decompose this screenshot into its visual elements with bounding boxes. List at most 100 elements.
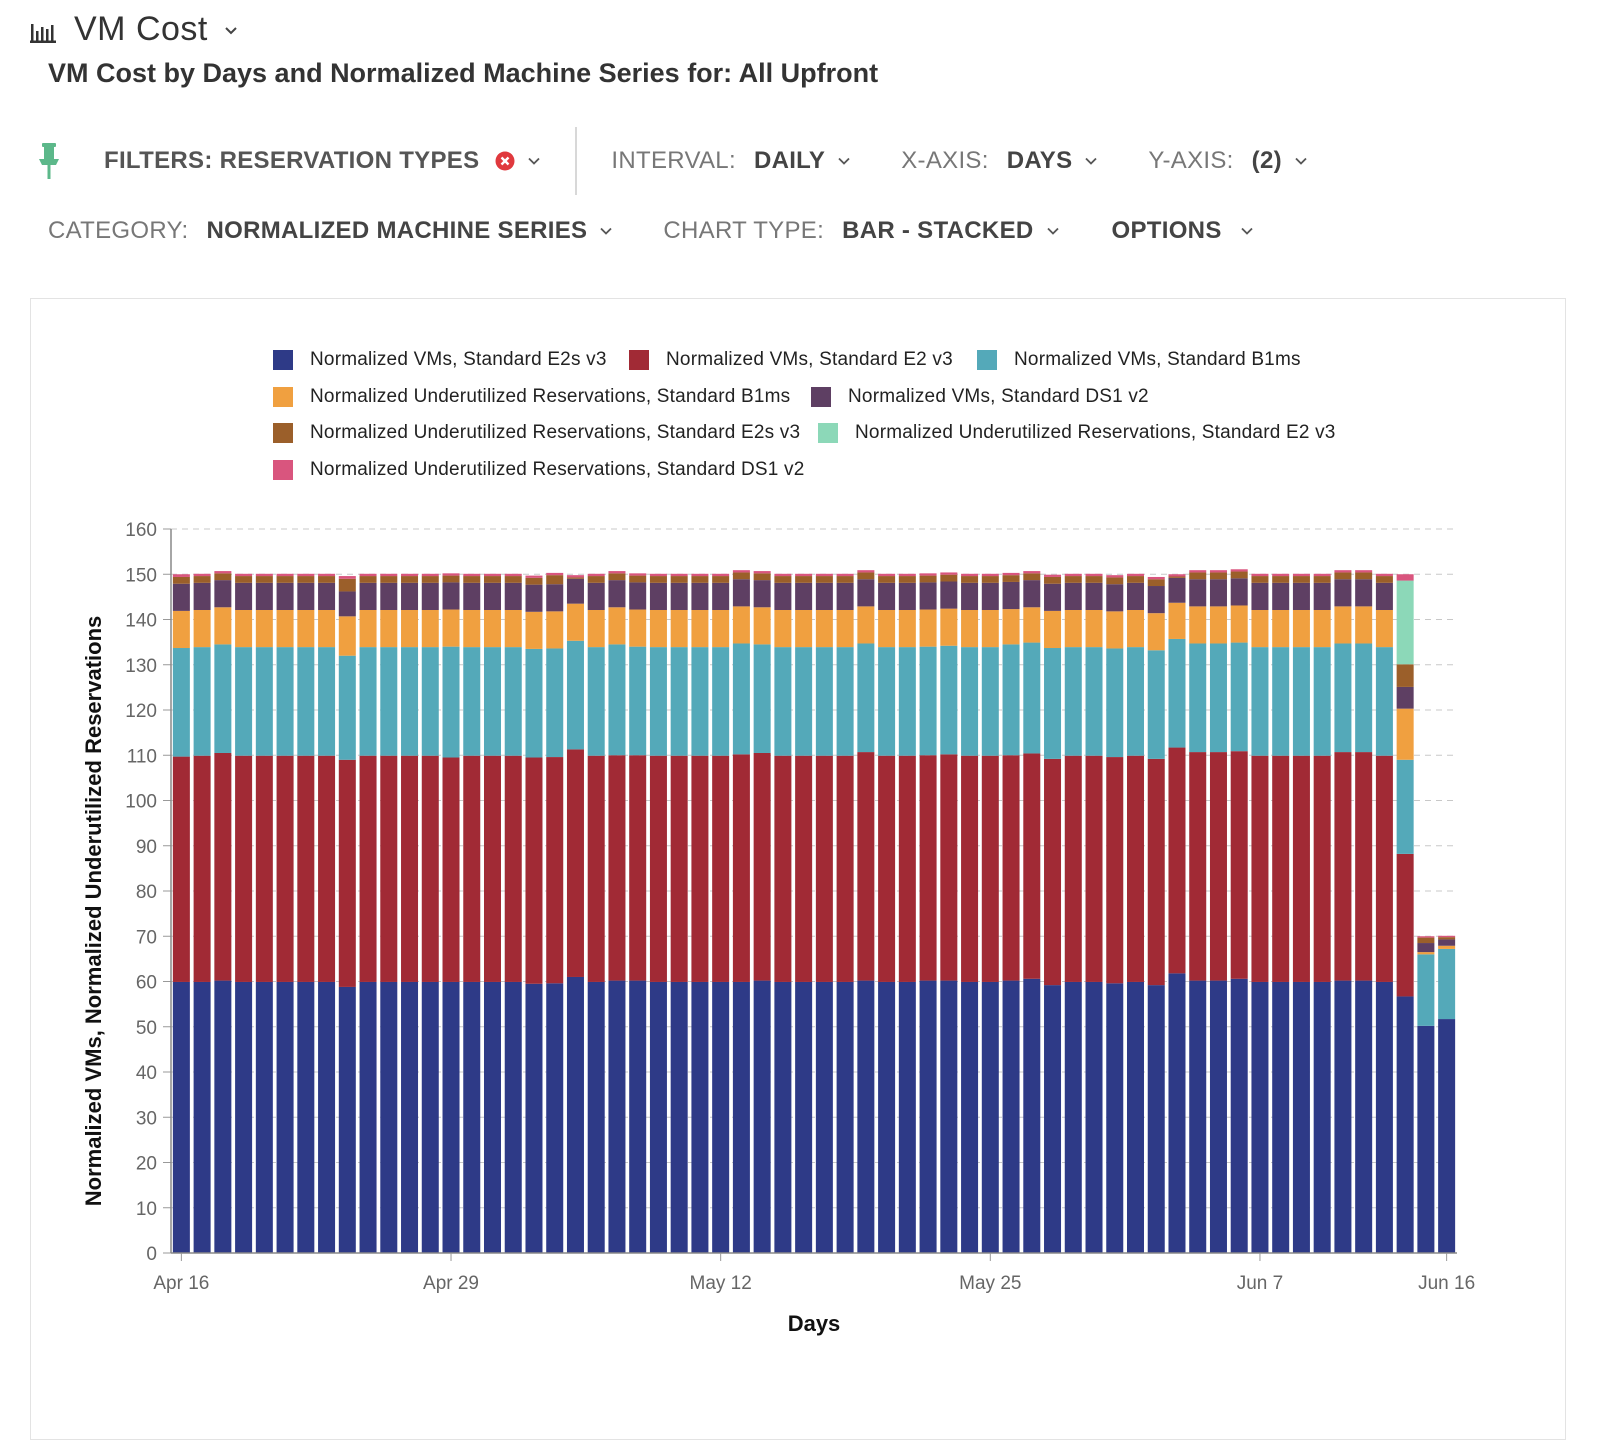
bar-segment	[753, 573, 771, 581]
bar-segment	[1209, 980, 1227, 1253]
pin-icon[interactable]	[34, 141, 64, 181]
bar-segment	[629, 755, 647, 981]
bar-segment	[1002, 581, 1020, 610]
bar-segment	[1334, 980, 1352, 1253]
bar-segment	[940, 572, 958, 575]
bar-segment	[670, 582, 688, 610]
bar-segment	[297, 755, 315, 982]
legend-item[interactable]: Normalized VMs, Standard DS1 v2	[811, 386, 1149, 408]
bar-segment	[1002, 575, 1020, 582]
bar-segment	[1292, 981, 1310, 1253]
interval-dropdown[interactable]: INTERVAL: DAILY	[611, 147, 851, 175]
bar-segment	[421, 609, 439, 648]
bar-segment	[1313, 981, 1331, 1253]
x-tick-label: Jun 7	[1237, 1273, 1283, 1294]
bar-segment	[235, 576, 253, 583]
bar-segment	[981, 576, 999, 583]
bar-segment	[338, 616, 356, 656]
bar-segment	[670, 755, 688, 982]
bar-segment	[857, 579, 875, 607]
bar-segment	[546, 584, 564, 612]
bar-segment	[421, 981, 439, 1253]
bar-segment	[193, 576, 211, 583]
bar-segment	[193, 647, 211, 756]
bar-segment	[504, 755, 522, 982]
bar-segment	[1189, 570, 1207, 573]
bar-segment	[338, 578, 356, 592]
legend-item[interactable]: Normalized Underutilized Reservations, S…	[273, 459, 804, 481]
bar-segment	[1313, 755, 1331, 982]
bar-segment	[172, 576, 190, 584]
bar-segment	[753, 607, 771, 645]
bar-segment	[1106, 575, 1124, 578]
bar-segment	[1085, 755, 1103, 982]
category-dropdown[interactable]: CATEGORY: NORMALIZED MACHINE SERIES	[48, 217, 613, 245]
bar-segment	[1106, 983, 1124, 1253]
bar-segment	[380, 582, 398, 610]
bar-segment	[276, 573, 294, 577]
legend-item[interactable]: Normalized VMs, Standard E2 v3	[629, 349, 953, 371]
legend-item[interactable]: Normalized VMs, Standard B1ms	[977, 349, 1301, 371]
legend-item[interactable]: Normalized Underutilized Reservations, S…	[273, 422, 800, 444]
bar-segment	[338, 759, 356, 987]
chart-type-dropdown[interactable]: CHART TYPE: BAR - STACKED	[663, 217, 1059, 245]
legend-swatch	[818, 423, 838, 443]
bar-segment	[774, 647, 792, 756]
legend-item[interactable]: Normalized Underutilized Reservations, S…	[818, 422, 1336, 444]
bar-segment	[338, 591, 356, 617]
legend-label: Normalized VMs, Standard E2 v3	[666, 349, 953, 370]
bar-segment	[463, 755, 481, 982]
bar-segment	[691, 573, 709, 577]
bar-segment	[836, 576, 854, 583]
bar-segment	[774, 755, 792, 982]
page-title[interactable]: VM Cost	[74, 10, 208, 48]
bar-segment	[380, 981, 398, 1253]
bar-segment	[1272, 582, 1290, 610]
bar-segment	[1334, 579, 1352, 607]
y-tick-label: 40	[136, 1063, 157, 1084]
bar-segment	[1147, 985, 1165, 1253]
bar-segment	[1044, 758, 1062, 986]
bar-segment	[815, 981, 833, 1253]
bar-segment	[1002, 609, 1020, 645]
bar-segment	[1002, 644, 1020, 756]
bar-segment	[795, 576, 813, 583]
bar-segment	[857, 643, 875, 753]
legend-item[interactable]: Normalized VMs, Standard E2s v3	[273, 349, 607, 371]
bar-segment	[732, 579, 750, 607]
bar-segment	[649, 573, 667, 577]
bar-segment	[483, 582, 502, 610]
bar-segment	[566, 578, 584, 604]
chevron-down-icon	[1295, 157, 1307, 165]
interval-value: DAILY	[753, 147, 826, 174]
bar-segment	[172, 981, 190, 1253]
yaxis-dropdown[interactable]: Y-AXIS: (2)	[1148, 147, 1308, 175]
options-dropdown[interactable]: OPTIONS	[1112, 217, 1254, 245]
y-tick-label: 10	[136, 1199, 157, 1220]
filters-dropdown[interactable]: FILTERS: RESERVATION TYPES	[104, 147, 541, 175]
bar-segment	[318, 576, 336, 583]
bar-segment	[608, 607, 626, 645]
x-tick-label: May 12	[690, 1273, 752, 1294]
bar-segment	[442, 582, 460, 610]
bar-segment	[608, 980, 626, 1253]
bar-segment	[401, 609, 419, 648]
bar-segment	[255, 582, 273, 610]
chevron-down-icon[interactable]	[222, 21, 240, 39]
bar-segment	[235, 573, 253, 577]
stacked-bar-chart: 0 10 20 30 40 50 60 70 80 90 100 110 120 130 140 150 160…	[81, 520, 1475, 1336]
xaxis-dropdown[interactable]: X-AXIS: DAYS	[901, 147, 1098, 175]
bar-segment	[1002, 755, 1020, 981]
bar-segment	[1251, 582, 1269, 610]
bar-segment	[795, 981, 813, 1253]
bar-segment	[1106, 648, 1124, 758]
bar-segment	[981, 582, 999, 610]
bar-segment	[1438, 1019, 1456, 1253]
bar-segment	[1126, 582, 1145, 610]
legend-item[interactable]: Normalized Underutilized Reservations, S…	[273, 386, 790, 408]
bar-segment	[1064, 609, 1082, 648]
bar-segment	[919, 582, 937, 610]
bar-segment	[297, 576, 315, 583]
clear-filter-icon[interactable]	[495, 151, 515, 171]
bar-segment	[193, 573, 211, 577]
